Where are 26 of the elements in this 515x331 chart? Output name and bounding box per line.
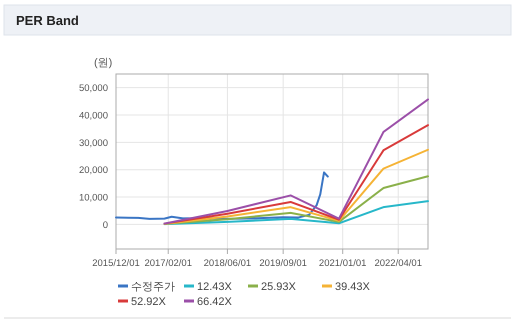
- x-tick-label: 2022/04/01: [374, 258, 422, 269]
- line-series: [163, 98, 429, 225]
- y-tick-label: 40,000: [78, 110, 108, 122]
- y-tick-label: 0: [102, 220, 108, 231]
- line-series: [163, 148, 429, 225]
- x-tick-label: 2018/06/01: [204, 258, 252, 269]
- legend-label: 39.43X: [335, 281, 371, 293]
- legend-label: 52.92X: [131, 296, 167, 308]
- x-tick-label: 2019/09/01: [259, 258, 307, 269]
- line-series: [163, 175, 429, 225]
- legend-label: 12.43X: [197, 281, 233, 293]
- x-tick-label: 2015/12/01: [92, 258, 140, 269]
- y-tick-label: 20,000: [78, 165, 108, 176]
- x-tick-label: 2021/01/01: [318, 258, 366, 269]
- legend-label: 수정주가: [131, 281, 175, 293]
- y-axis-title: (원): [94, 57, 112, 69]
- x-tick-label: 2017/02/01: [144, 258, 192, 269]
- y-tick-label: 50,000: [78, 83, 108, 94]
- chart-title: PER Band: [16, 13, 79, 28]
- y-tick-label: 10,000: [78, 192, 108, 204]
- line-series: [115, 171, 329, 220]
- legend-label: 66.42X: [197, 296, 233, 308]
- y-tick-label: 30,000: [78, 138, 108, 149]
- line-series: [163, 200, 429, 226]
- line-series: [163, 124, 429, 225]
- legend-label: 25.93X: [261, 281, 297, 293]
